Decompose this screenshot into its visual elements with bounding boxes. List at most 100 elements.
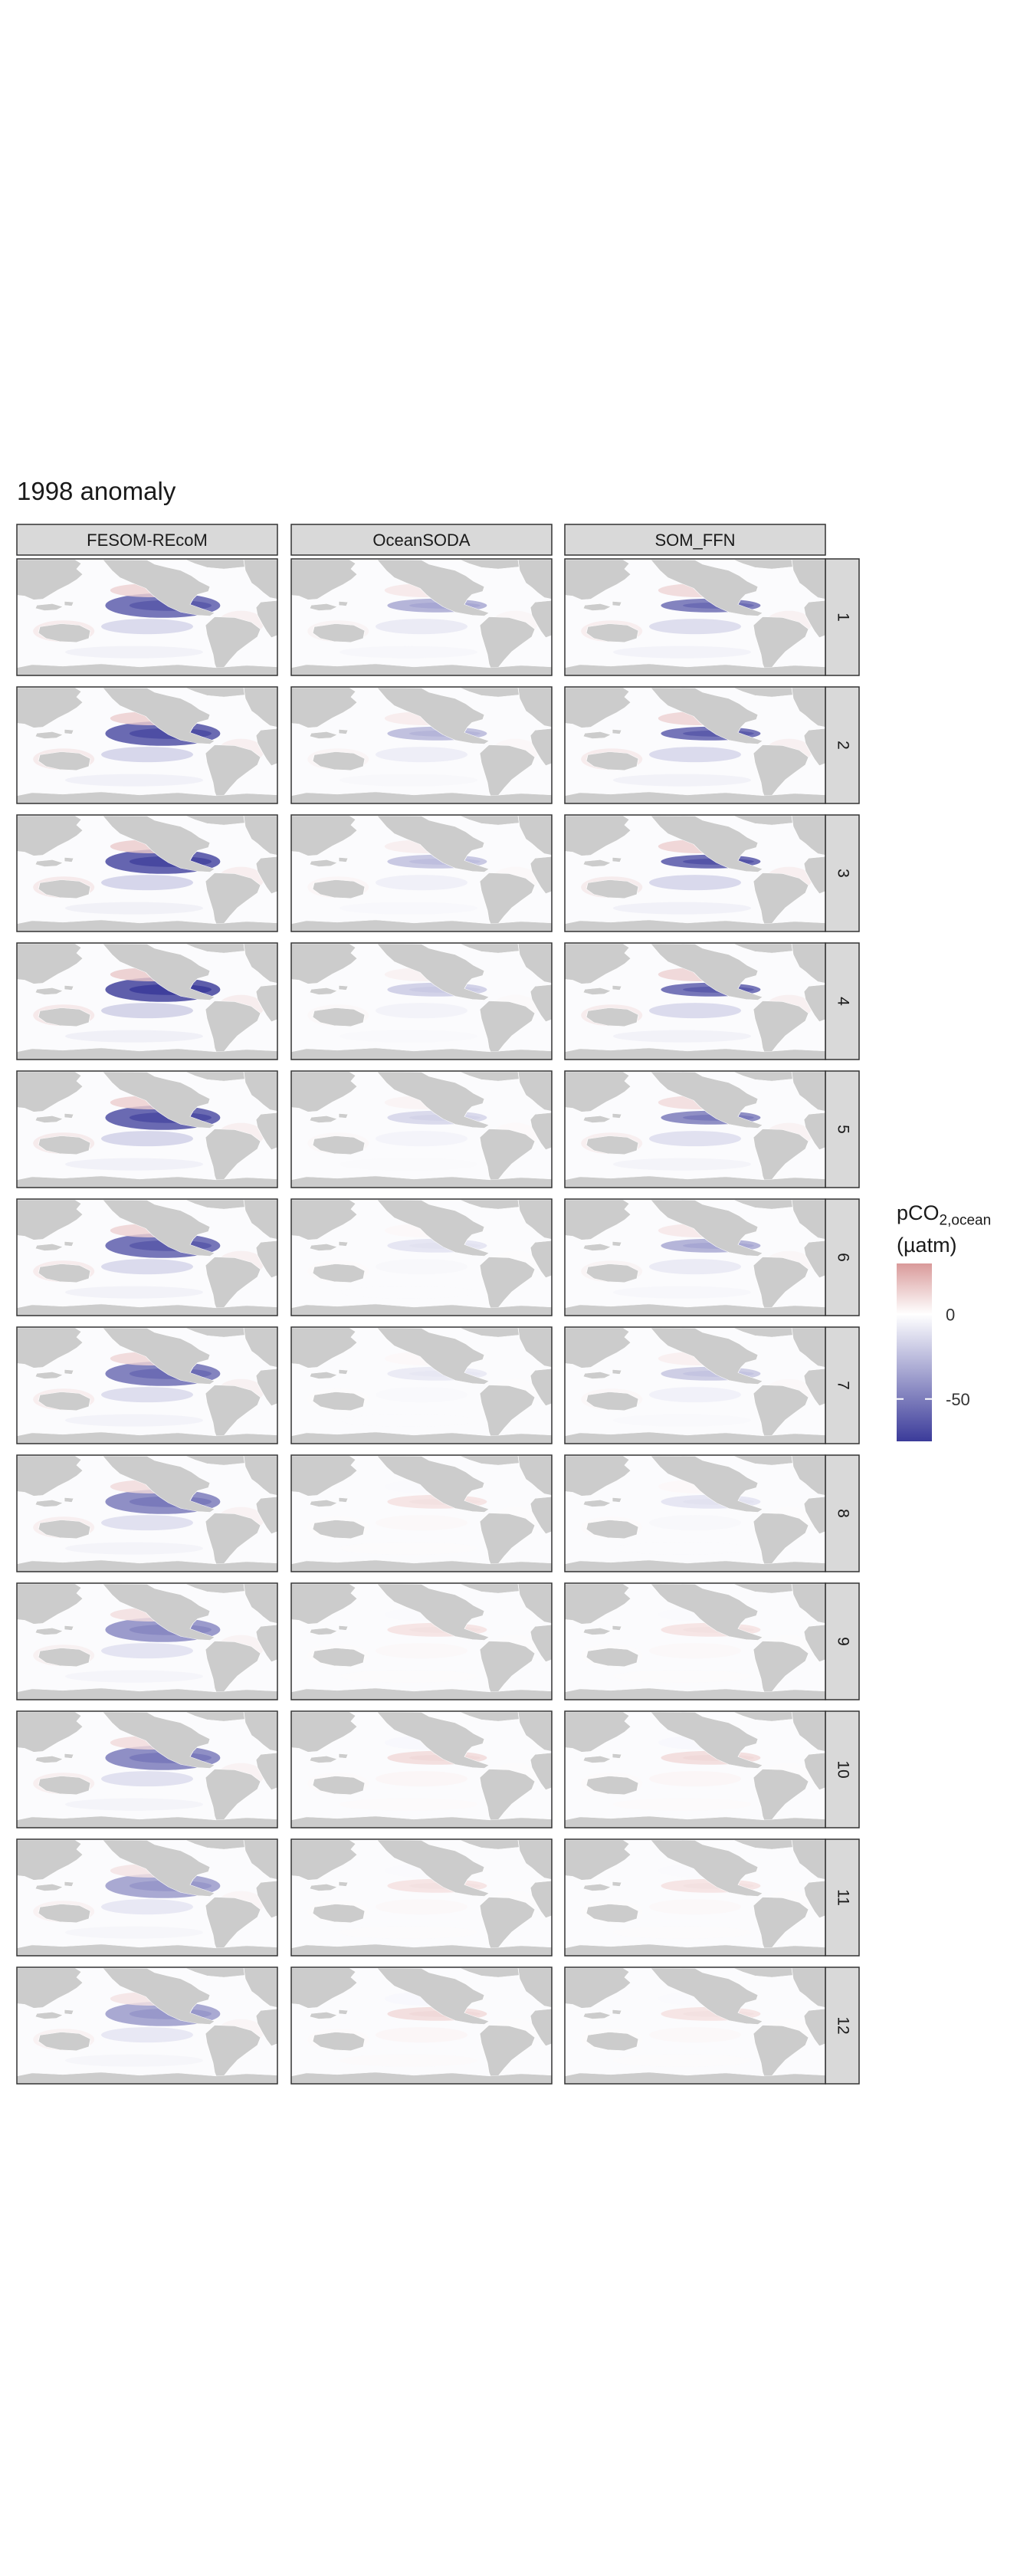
row-strip-5: 5: [825, 1070, 860, 1188]
panel-border: [16, 1838, 278, 1957]
panel-oceansoda-month-3: [290, 814, 553, 932]
row-strip-label: 9: [834, 1637, 851, 1646]
row-strip-1: 1: [825, 558, 860, 676]
panel-border: [564, 1838, 826, 1957]
panel-som-ffn-month-5: [564, 1070, 826, 1188]
row-strip-10: 10: [825, 1710, 860, 1829]
panel-border: [290, 1838, 553, 1957]
panel-oceansoda-month-4: [290, 942, 553, 1060]
panel-border: [564, 1967, 826, 2085]
panel-border: [564, 558, 826, 676]
row-strip-11: 11: [825, 1838, 860, 1957]
panel-oceansoda-month-11: [290, 1838, 553, 1957]
panel-fesom-recom-month-3: [16, 814, 278, 932]
row-strip-label: 11: [834, 1889, 851, 1906]
panel-border: [16, 1198, 278, 1316]
row-strip-label: 1: [834, 613, 851, 622]
row-strip-4: 4: [825, 942, 860, 1060]
panel-border: [564, 1326, 826, 1444]
panel-oceansoda-month-10: [290, 1710, 553, 1829]
panel-som-ffn-month-2: [564, 686, 826, 804]
row-strip-label: 8: [834, 1509, 851, 1518]
panel-border: [564, 1582, 826, 1700]
panel-border: [290, 1582, 553, 1700]
row-strip-6: 6: [825, 1198, 860, 1316]
color-legend: 0 -50: [897, 1263, 970, 1441]
panel-oceansoda-month-1: [290, 558, 553, 676]
facet-grid: FESOM-REcoM OceanSODA SOM_FFN1234567891011…: [16, 524, 860, 2085]
panel-border: [16, 1967, 278, 2085]
panel-border: [16, 558, 278, 676]
panel-som-ffn-month-11: [564, 1838, 826, 1957]
panel-border: [290, 1326, 553, 1444]
legend-title: pCO2,ocean (µatm): [897, 1201, 992, 1257]
panel-oceansoda-month-5: [290, 1070, 553, 1188]
panel-som-ffn-month-9: [564, 1582, 826, 1700]
panel-oceansoda-month-7: [290, 1326, 553, 1444]
panel-oceansoda-month-8: [290, 1454, 553, 1572]
panel-border: [16, 1582, 278, 1700]
row-strip-label: 5: [834, 1125, 851, 1134]
panel-fesom-recom-month-9: [16, 1582, 278, 1700]
row-strip-label: 7: [834, 1381, 851, 1390]
row-strip-label: 3: [834, 869, 851, 878]
row-strip-label: 10: [834, 1760, 851, 1778]
panel-border: [564, 1710, 826, 1829]
legend-colorbar: [897, 1263, 932, 1441]
panel-border: [16, 686, 278, 804]
panel-border: [564, 1070, 826, 1188]
panel-border: [16, 1326, 278, 1444]
legend-tick-label: 0: [946, 1305, 955, 1324]
row-strip-2: 2: [825, 686, 860, 804]
panel-fesom-recom-month-8: [16, 1454, 278, 1572]
panel-border: [16, 814, 278, 932]
row-strip-9: 9: [825, 1582, 860, 1700]
panel-border: [290, 814, 553, 932]
panel-fesom-recom-month-1: [16, 558, 278, 676]
panel-border: [564, 1198, 826, 1316]
panel-border: [290, 1967, 553, 2085]
panel-oceansoda-month-9: [290, 1582, 553, 1700]
column-strip-label: FESOM-REcoM: [87, 531, 208, 550]
panel-fesom-recom-month-4: [16, 942, 278, 1060]
panel-oceansoda-month-2: [290, 686, 553, 804]
panel-fesom-recom-month-6: [16, 1198, 278, 1316]
panel-som-ffn-month-3: [564, 814, 826, 932]
column-strip-label: OceanSODA: [372, 531, 470, 550]
panel-border: [290, 1070, 553, 1188]
panel-oceansoda-month-6: [290, 1198, 553, 1316]
panel-fesom-recom-month-7: [16, 1326, 278, 1444]
legend-tick-label: -50: [946, 1390, 970, 1409]
panel-som-ffn-month-1: [564, 558, 826, 676]
column-strip-oceansoda: OceanSODA: [290, 524, 553, 556]
panel-fesom-recom-month-5: [16, 1070, 278, 1188]
panel-border: [290, 558, 553, 676]
panel-som-ffn-month-12: [564, 1967, 826, 2085]
panel-border: [290, 686, 553, 804]
panel-fesom-recom-month-2: [16, 686, 278, 804]
row-strip-8: 8: [825, 1454, 860, 1572]
panel-border: [564, 1454, 826, 1572]
panel-fesom-recom-month-10: [16, 1710, 278, 1829]
row-strip-label: 4: [834, 997, 851, 1006]
panel-border: [290, 1198, 553, 1316]
panel-border: [564, 942, 826, 1060]
chart-title: 1998 anomaly: [17, 477, 176, 505]
column-strip-som-ffn: SOM_FFN: [564, 524, 826, 556]
panel-border: [16, 1710, 278, 1829]
row-strip-label: 12: [834, 2016, 851, 2034]
column-strip-label: SOM_FFN: [654, 531, 735, 550]
panel-border: [16, 1070, 278, 1188]
row-strip-label: 2: [834, 741, 851, 750]
panel-border: [564, 686, 826, 804]
panel-oceansoda-month-12: [290, 1967, 553, 2085]
panel-fesom-recom-month-11: [16, 1838, 278, 1957]
panel-som-ffn-month-8: [564, 1454, 826, 1572]
panel-border: [290, 1710, 553, 1829]
row-strip-7: 7: [825, 1326, 860, 1444]
panel-border: [16, 1454, 278, 1572]
panel-som-ffn-month-4: [564, 942, 826, 1060]
panel-border: [290, 942, 553, 1060]
panel-border: [564, 814, 826, 932]
